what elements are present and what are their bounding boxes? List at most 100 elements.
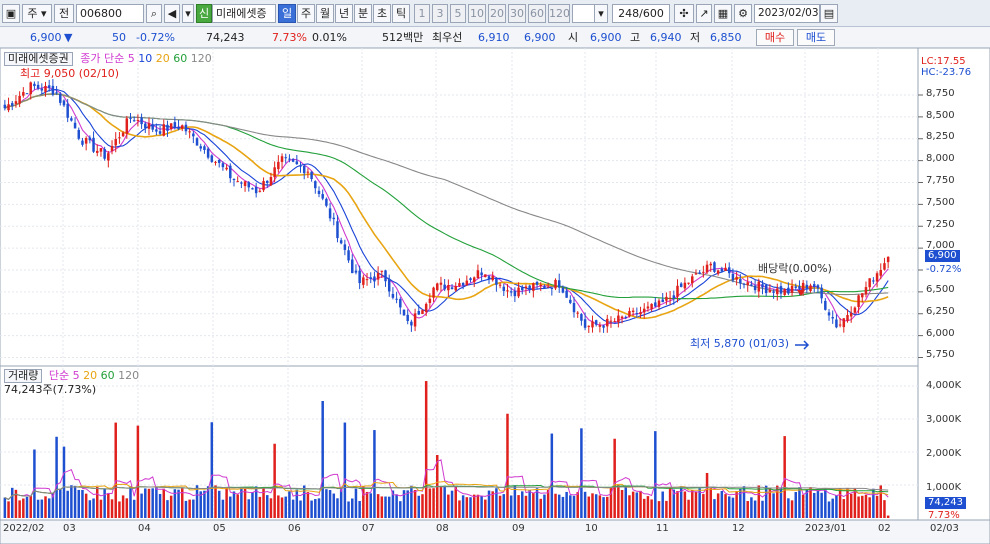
custom-interval-chevron-icon[interactable]: ▾ <box>594 4 608 23</box>
tab-tick[interactable]: 틱 <box>392 4 410 23</box>
candle-body <box>402 309 406 316</box>
grid-icon[interactable]: ▦ <box>714 4 732 23</box>
tab-year[interactable]: 년 <box>335 4 353 23</box>
volume-bar <box>694 491 698 518</box>
price-tick: 7,500 <box>926 197 955 208</box>
candle-body <box>779 286 783 294</box>
market-select[interactable]: 주 ▾ <box>22 4 52 23</box>
x-label: 11 <box>656 523 669 534</box>
candle-body <box>639 312 642 315</box>
tab-week[interactable]: 주 <box>297 4 315 23</box>
interval-5-button[interactable]: 5 <box>450 4 466 23</box>
volume-bar <box>772 493 775 518</box>
volume-ma-120-label: 120 <box>118 369 140 382</box>
stock-code-input[interactable]: 006800 <box>76 4 144 23</box>
interval-3-button[interactable]: 3 <box>432 4 448 23</box>
interval-10-button[interactable]: 10 <box>468 4 486 23</box>
tab-month[interactable]: 월 <box>316 4 334 23</box>
volume-bar <box>798 487 801 518</box>
candle-body <box>635 313 639 315</box>
volume-bar <box>753 500 757 518</box>
volume-bar <box>776 485 779 518</box>
candle-body <box>166 124 169 131</box>
interval-120-button[interactable]: 120 <box>548 4 570 23</box>
gear-icon[interactable]: ⚙ <box>734 4 752 23</box>
volume-bar <box>557 494 561 518</box>
interval-60-button[interactable]: 60 <box>528 4 546 23</box>
stock-name-field[interactable]: 미래에셋증 <box>212 4 276 23</box>
trade-amount: 512백만 <box>382 31 424 44</box>
candle-body <box>225 167 228 170</box>
calendar-icon[interactable]: ▤ <box>820 4 838 23</box>
candle-body <box>487 276 491 280</box>
volume-bar <box>657 501 661 518</box>
volume-bar <box>491 491 494 518</box>
candle-body <box>258 190 262 192</box>
volume-bar <box>188 499 191 518</box>
x-label: 02 <box>878 523 891 534</box>
volume-bar <box>387 496 391 518</box>
stock-name-pill[interactable]: 미래에셋증권 <box>4 52 73 66</box>
sell-button[interactable]: 매도 <box>797 29 835 46</box>
volume-bar <box>720 491 724 518</box>
chart-area[interactable] <box>0 48 990 544</box>
volume-bar <box>44 496 47 518</box>
candle-body <box>550 287 554 289</box>
period-mode-button[interactable]: 전 <box>54 4 74 23</box>
last-price-pct: -0.72% <box>926 264 962 275</box>
candle-body <box>59 93 62 103</box>
date-input[interactable]: 2023/02/03 <box>754 4 820 23</box>
ma-10-label: 10 <box>138 52 153 65</box>
candle-body <box>868 278 871 288</box>
candle-body <box>199 146 202 149</box>
layout-icon[interactable]: ▣ <box>2 4 20 23</box>
volume-bar <box>472 494 476 518</box>
volume-ma-5-line <box>4 459 889 501</box>
interval-20-button[interactable]: 20 <box>488 4 506 23</box>
speaker-icon[interactable]: ◀ <box>164 4 180 23</box>
dividend-note: 배당락(0.00%) <box>758 262 832 275</box>
tab-second[interactable]: 초 <box>373 4 391 23</box>
chart-tool-icon[interactable]: ↗ <box>696 4 712 23</box>
candle-body <box>498 284 502 286</box>
volume-bar <box>639 490 642 518</box>
candle-body <box>886 256 890 263</box>
tab-day[interactable]: 일 <box>278 4 296 23</box>
candle-body <box>764 284 768 294</box>
candle-body <box>70 118 73 121</box>
price-tick: 7,000 <box>926 240 955 251</box>
volume-bar <box>683 491 687 518</box>
volume-bar <box>29 495 32 518</box>
candle-body <box>251 188 254 190</box>
interval-1-button[interactable]: 1 <box>414 4 430 23</box>
volume-bar <box>144 488 147 518</box>
volume-bar <box>18 500 21 518</box>
candle-body <box>842 318 846 328</box>
tab-minute[interactable]: 분 <box>354 4 372 23</box>
volume-bar <box>22 498 25 518</box>
volume-ma-title: 단순 <box>48 369 70 382</box>
crosshair-icon[interactable]: ✣ <box>674 4 694 23</box>
candle-body <box>121 132 125 137</box>
price-volume-chart[interactable] <box>0 48 990 544</box>
candle-body <box>809 285 812 292</box>
volume-bar <box>288 491 291 518</box>
candle-body <box>598 325 602 327</box>
candle-body <box>461 282 465 286</box>
x-label: 12 <box>732 523 745 534</box>
interval-30-button[interactable]: 30 <box>508 4 526 23</box>
candle-body <box>739 278 742 284</box>
volume-bar <box>439 486 443 518</box>
volume-title-pill[interactable]: 거래량 <box>4 369 43 383</box>
volume-bar <box>406 490 409 518</box>
volume-bar <box>554 493 557 518</box>
volume-bar <box>857 496 860 518</box>
volume-bar <box>84 493 88 518</box>
candle-body <box>373 276 376 282</box>
search-icon[interactable]: ⌕ <box>146 4 162 23</box>
bar-count-field[interactable]: 248/600 <box>612 4 670 23</box>
price-panel-frame <box>0 48 919 367</box>
buy-button[interactable]: 매수 <box>756 29 794 46</box>
dropdown-chevron-icon[interactable]: ▾ <box>182 4 194 23</box>
period-low-note: 최저 5,870 (01/03) <box>690 337 790 350</box>
